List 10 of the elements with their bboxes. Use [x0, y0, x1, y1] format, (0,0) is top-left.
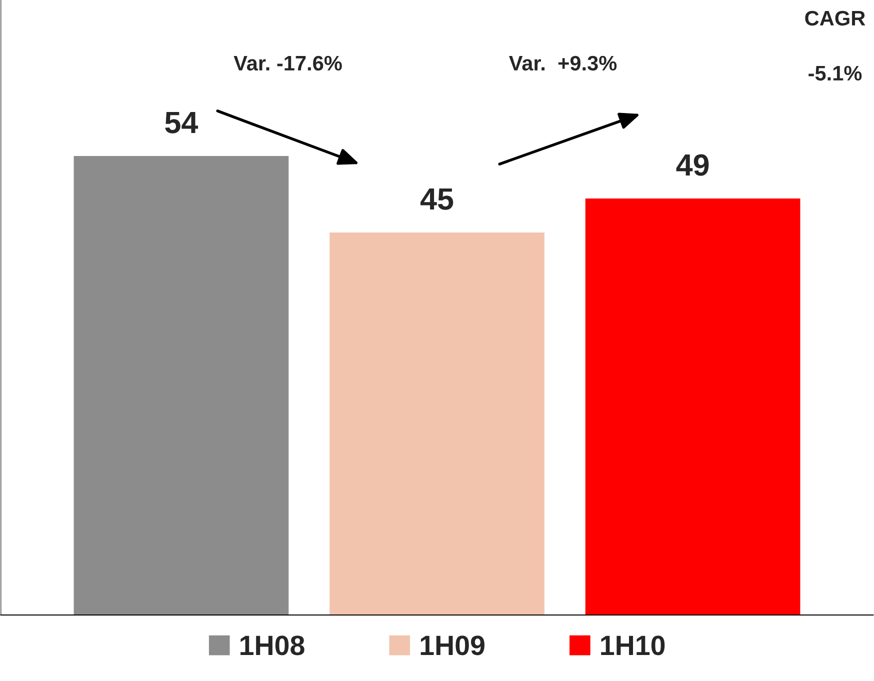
- data-label: 45: [420, 188, 454, 210]
- data-label: 54: [165, 112, 198, 134]
- text: Var. +9.3%: [508, 56, 617, 71]
- text: -5.1%: [808, 66, 862, 81]
- text: CAGR: [805, 10, 866, 26]
- legend-label: 1H10: [601, 636, 665, 656]
- legend-label: 1H09: [420, 636, 484, 656]
- data-label: 49: [676, 154, 709, 176]
- legend-label: 1H08: [240, 636, 304, 656]
- text: Var. -17.6%: [234, 56, 342, 71]
